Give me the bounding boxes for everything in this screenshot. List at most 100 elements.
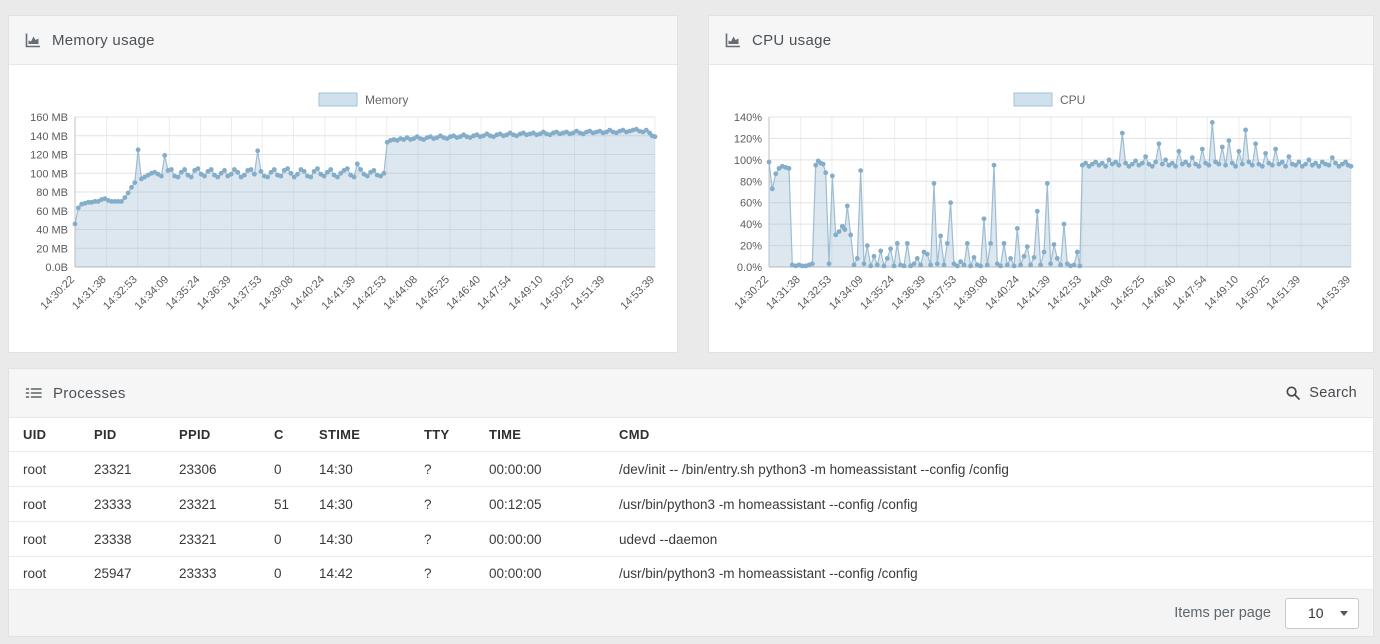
series-area bbox=[769, 122, 1351, 268]
table-cell: 14:30 bbox=[319, 531, 353, 547]
cpu-usage-panel: CPU usage 140% 120% 100% 80% 60% 40% 20% 0.0% 14… bbox=[708, 15, 1374, 353]
x-axis-labels: 14:30:2214:31:3814:32:5314:34:0914:35:24… bbox=[732, 274, 1353, 313]
table-row: root 23338 23321 0 14:30? 00:00:00 udevd --dae… bbox=[9, 521, 1373, 556]
column-header-c: C bbox=[274, 427, 284, 442]
svg-text:20%: 20% bbox=[740, 241, 762, 253]
svg-text:40%: 40% bbox=[740, 219, 762, 231]
svg-text:14:53:39: 14:53:39 bbox=[618, 274, 657, 313]
processes-panel-header: Processes Search bbox=[9, 369, 1373, 418]
cpu-panel-title: CPU usage bbox=[752, 31, 832, 49]
svg-text:60 MB: 60 MB bbox=[36, 206, 68, 218]
column-header-ppid: PPID bbox=[179, 427, 211, 442]
table-cell: ? bbox=[424, 531, 432, 547]
series-area bbox=[75, 129, 655, 267]
list-icon bbox=[25, 385, 42, 401]
items-per-page-value: 10 bbox=[1308, 605, 1324, 621]
memory-panel-header: Memory usage bbox=[9, 16, 677, 65]
memory-panel-title: Memory usage bbox=[52, 31, 155, 49]
table-cell: root bbox=[23, 566, 47, 581]
svg-text:20 MB: 20 MB bbox=[36, 243, 68, 255]
x-axis-labels: 14:30:2214:31:3814:32:5314:34:0914:35:24… bbox=[38, 274, 657, 313]
table-cell: root bbox=[23, 531, 47, 547]
table-cell: 14:30 bbox=[319, 461, 353, 477]
svg-text:14:32:53: 14:32:53 bbox=[795, 274, 834, 313]
table-cell: 51 bbox=[274, 496, 290, 512]
column-header-tty: TTY bbox=[424, 427, 450, 442]
svg-text:120 MB: 120 MB bbox=[30, 150, 68, 162]
svg-text:14:53:39: 14:53:39 bbox=[1314, 274, 1353, 313]
table-cell: /dev/init -- /bin/entry.sh python3 -m ho… bbox=[619, 461, 1009, 477]
items-per-page-select[interactable]: 10 bbox=[1285, 597, 1359, 629]
svg-text:14:44:08: 14:44:08 bbox=[1076, 274, 1115, 313]
svg-text:60%: 60% bbox=[740, 198, 762, 210]
column-header-time: TIME bbox=[489, 427, 522, 442]
svg-text:0.0B: 0.0B bbox=[45, 262, 68, 274]
table-cell: root bbox=[23, 461, 47, 477]
processes-panel-title: Processes bbox=[53, 384, 126, 402]
series-line bbox=[768, 122, 1352, 269]
svg-text:80%: 80% bbox=[740, 176, 762, 188]
memory-usage-panel: Memory usage 160 MB 140 MB 120 MB 100 MB 80 … bbox=[8, 15, 678, 353]
cpu-chart: 140%120%100%80%60%40%20%0.0%14:30:2214:3… bbox=[732, 92, 1354, 313]
chart-grid bbox=[74, 116, 656, 268]
area-chart-icon bbox=[25, 32, 41, 48]
svg-text:160 MB: 160 MB bbox=[30, 112, 68, 124]
items-per-page-label: Items per page bbox=[1174, 605, 1271, 621]
svg-text:0.0%: 0.0% bbox=[737, 262, 762, 274]
series-points bbox=[766, 120, 1354, 269]
column-header-pid: PID bbox=[94, 427, 117, 442]
chevron-down-icon bbox=[1340, 610, 1348, 616]
chart-legend: CPU bbox=[1013, 92, 1085, 107]
svg-text:40 MB: 40 MB bbox=[36, 225, 68, 237]
table-cell: ? bbox=[424, 496, 432, 512]
processes-table-header: UID PID PPID C STIME TTY TIME CMD bbox=[9, 418, 1373, 451]
chart-legend: Memory bbox=[318, 92, 408, 107]
svg-text:140 MB: 140 MB bbox=[30, 131, 68, 143]
svg-text:14:51:39: 14:51:39 bbox=[569, 274, 608, 313]
table-cell: 00:00:00 bbox=[489, 531, 542, 547]
table-cell: 23321 bbox=[179, 496, 217, 512]
table-cell: root bbox=[23, 496, 47, 512]
table-cell: ? bbox=[424, 566, 432, 581]
svg-text:80 MB: 80 MB bbox=[36, 187, 68, 199]
table-cell: udevd --daemon bbox=[619, 531, 718, 547]
search-label: Search bbox=[1309, 385, 1357, 401]
table-cell: 0 bbox=[274, 566, 282, 581]
table-row: root 25947 23333 0 14:42? 00:00:00/usr/bin/py… bbox=[9, 556, 1373, 591]
svg-text:14:30:22: 14:30:22 bbox=[732, 274, 771, 313]
table-cell: 0 bbox=[274, 531, 282, 547]
svg-text:14:51:39: 14:51:39 bbox=[1264, 274, 1303, 313]
table-cell: 23333 bbox=[179, 566, 217, 581]
svg-text:14:44:08: 14:44:08 bbox=[381, 274, 420, 313]
table-cell: 00:12:05 bbox=[489, 496, 542, 512]
y-axis-labels: 160 MB 140 MB 120 MB 100 MB 80 MB 60 MB 40 MB 2… bbox=[30, 112, 68, 274]
table-cell: 00:00:00 bbox=[489, 566, 542, 581]
svg-text:140%: 140% bbox=[734, 112, 762, 124]
table-row: root 23321 23306 0 14:30? 00:00:00/dev/init -… bbox=[9, 451, 1373, 486]
column-header-uid: UID bbox=[23, 427, 47, 442]
table-cell: 0 bbox=[274, 461, 282, 477]
svg-text:120%: 120% bbox=[734, 133, 762, 145]
column-header-stime: STIME bbox=[319, 427, 361, 442]
y-axis-labels: 140% 120% 100% 80% 60% 40% 20% 0.0% bbox=[734, 112, 762, 274]
svg-text:100 MB: 100 MB bbox=[30, 168, 68, 180]
table-cell: 23338 bbox=[94, 531, 132, 547]
table-cell: 25947 bbox=[94, 566, 132, 581]
area-chart-icon bbox=[725, 32, 741, 48]
table-cell: 23321 bbox=[94, 461, 132, 477]
search-button[interactable]: Search bbox=[1285, 385, 1357, 401]
table-cell: 00:00:00 bbox=[489, 461, 542, 477]
table-cell: 23333 bbox=[94, 496, 132, 512]
table-cell: /usr/bin/python3 -m homeassistant --conf… bbox=[619, 566, 918, 581]
processes-table-body: root 23321 23306 0 14:30? 00:00:00/dev/init -… bbox=[9, 451, 1373, 591]
pagination-bar: Items per page 10 bbox=[9, 589, 1373, 636]
table-cell: 23321 bbox=[179, 531, 217, 547]
table-cell: 14:42 bbox=[319, 566, 353, 581]
search-icon bbox=[1285, 385, 1301, 401]
svg-text:Memory: Memory bbox=[365, 93, 408, 107]
table-cell: 14:30 bbox=[319, 496, 353, 512]
table-row: root 23333 23321 51 14:30? 00:12:05/usr/bin/p… bbox=[9, 486, 1373, 521]
svg-text:CPU: CPU bbox=[1060, 93, 1085, 107]
chart-axes bbox=[74, 117, 655, 268]
svg-text:14:39:08: 14:39:08 bbox=[951, 274, 990, 313]
